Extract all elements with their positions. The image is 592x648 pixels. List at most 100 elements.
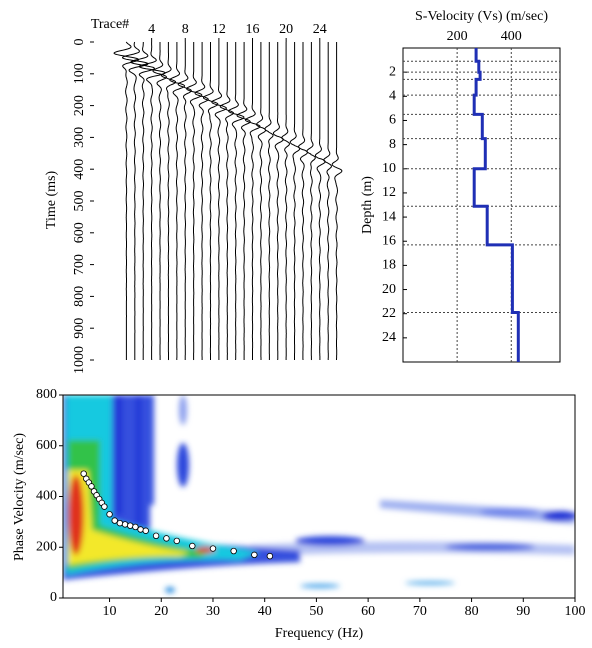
trace	[331, 42, 343, 360]
picked-point	[230, 547, 237, 555]
x-tick-label: 20	[154, 604, 168, 619]
trace	[298, 42, 308, 360]
heatmap-blob	[480, 508, 540, 516]
heatmap-blob	[179, 395, 187, 425]
y-tick-label: 900	[72, 318, 87, 339]
y-tick-label: 300	[72, 127, 87, 148]
trace	[169, 42, 186, 360]
x-tick-label: 80	[465, 604, 479, 619]
dispersion-image	[63, 395, 575, 598]
y-tick-label: 0	[50, 590, 57, 605]
picked-point	[173, 537, 180, 545]
heatmap-streak	[150, 395, 154, 505]
picked-point	[101, 503, 108, 510]
heatmap-streak	[136, 395, 141, 525]
x-tick-label: 50	[309, 604, 323, 619]
heatmap-band	[68, 470, 190, 565]
y-tick-label: 600	[72, 222, 87, 243]
y-axis-label: Time (ms)	[44, 171, 59, 230]
picked-point	[142, 527, 149, 534]
trace	[264, 42, 274, 360]
y-tick-label: 100	[72, 63, 87, 84]
y-tick-label: 200	[36, 539, 57, 554]
y-tick-label: 600	[36, 438, 57, 453]
picked-point	[152, 532, 160, 540]
y-tick-label: 1000	[72, 346, 87, 374]
trace	[306, 42, 316, 361]
x-tick-label: 16	[246, 22, 260, 37]
y-tick-label: 16	[382, 233, 396, 248]
y-tick-label: 800	[36, 387, 57, 402]
picked-point	[163, 535, 170, 542]
y-tick-label: 18	[382, 258, 396, 273]
picked-point	[88, 483, 95, 490]
y-tick-label: 8	[389, 137, 396, 152]
trace	[245, 42, 261, 360]
trace	[236, 42, 251, 360]
y-axis-label: Phase Velocity (m/sec)	[12, 433, 27, 561]
trace	[211, 42, 227, 360]
x-tick-label: 40	[258, 604, 272, 619]
heatmap-blob	[295, 536, 365, 546]
trace	[113, 41, 140, 360]
y-tick-label: 700	[72, 254, 87, 275]
y-tick-label: 500	[72, 191, 87, 212]
heatmap-blob	[405, 581, 455, 585]
heatmap-blob	[165, 587, 175, 593]
heatmap-blob	[542, 511, 575, 521]
trace	[186, 42, 203, 361]
y-tick-label: 10	[382, 161, 396, 176]
x-tick-label: 200	[447, 29, 468, 44]
x-axis-label: Trace#	[91, 17, 129, 32]
y-tick-label: 6	[389, 113, 396, 128]
picked-point	[209, 545, 217, 552]
heatmap-streak	[116, 395, 122, 515]
trace	[281, 42, 291, 360]
x-tick-label: 400	[501, 29, 522, 44]
picked-point	[111, 517, 118, 524]
picked-point	[132, 523, 139, 531]
x-tick-label: 12	[212, 22, 226, 37]
picked-point	[266, 552, 274, 560]
x-tick-label: 60	[361, 604, 375, 619]
x-tick-label: 4	[148, 22, 155, 37]
trace	[314, 42, 326, 360]
y-tick-label: 200	[72, 95, 87, 116]
trace	[160, 42, 177, 361]
picked-point	[121, 521, 129, 528]
trace	[323, 42, 332, 360]
y-tick-label: 800	[72, 286, 87, 307]
picked-point	[116, 519, 124, 527]
trace	[130, 42, 155, 360]
heatmap-energy	[63, 395, 575, 593]
y-tick-label: 0	[72, 39, 87, 46]
trace	[138, 42, 166, 360]
picked-point	[80, 470, 87, 477]
y-tick-label: 2	[389, 64, 396, 79]
picked-point	[127, 522, 134, 529]
y-axis-label: Depth (m)	[360, 176, 375, 234]
y-tick-label: 20	[382, 282, 396, 297]
y-tick-label: 400	[72, 159, 87, 180]
y-tick-label: 22	[382, 306, 396, 321]
trace	[121, 41, 149, 360]
x-tick-label: 8	[182, 22, 189, 37]
heatmap-band	[380, 500, 575, 524]
velocity-profile	[472, 48, 520, 362]
picked-point	[106, 511, 113, 518]
trace	[203, 42, 219, 360]
heatmap-blob	[300, 584, 340, 588]
trace	[289, 42, 301, 360]
trace	[152, 42, 168, 360]
trace	[194, 42, 209, 360]
x-tick-label: 30	[206, 604, 220, 619]
trace	[219, 42, 235, 360]
x-tick-label: 100	[565, 604, 586, 619]
y-tick-label: 14	[382, 209, 396, 224]
trace	[228, 42, 245, 360]
heatmap-blob	[177, 443, 189, 487]
trace	[177, 42, 192, 360]
picked-point	[189, 542, 196, 550]
x-tick-label: 24	[313, 22, 327, 37]
heatmap-blob	[445, 543, 535, 551]
